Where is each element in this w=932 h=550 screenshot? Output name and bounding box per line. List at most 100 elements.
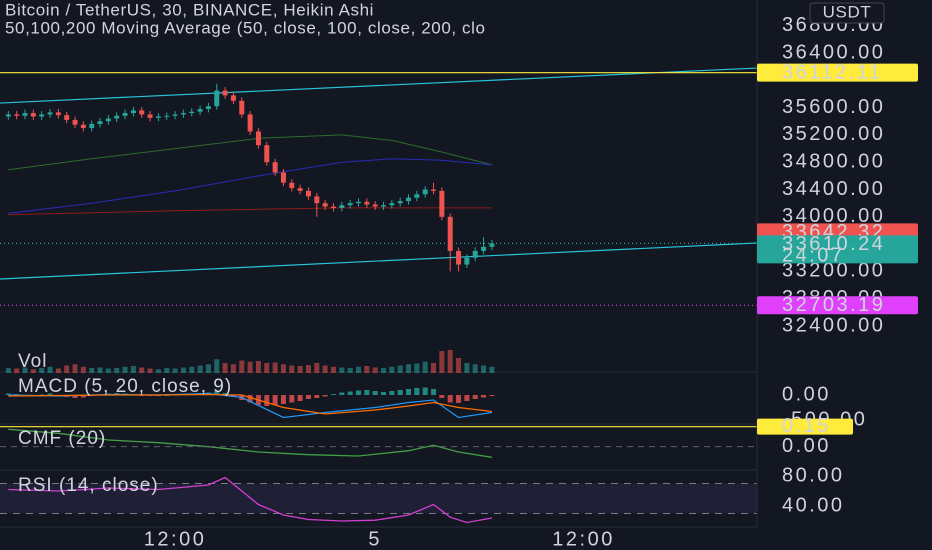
price-label-box bbox=[757, 235, 918, 264]
y-tick-label: 34400.00 bbox=[782, 178, 885, 200]
x-tick-label: 5 bbox=[368, 528, 382, 550]
histogram-bar bbox=[364, 390, 370, 395]
volume-bar bbox=[14, 368, 20, 373]
volume-bar bbox=[22, 367, 28, 373]
level-label: 0.15 bbox=[782, 415, 831, 437]
y-tick-label: 34800.00 bbox=[782, 150, 885, 172]
volume-bar bbox=[406, 364, 412, 373]
candle-body bbox=[447, 216, 453, 251]
histogram-bar bbox=[214, 391, 220, 395]
histogram-bar bbox=[456, 395, 462, 403]
volume-bar bbox=[214, 359, 220, 373]
volume-bar bbox=[105, 368, 111, 373]
volume-bar bbox=[247, 361, 253, 373]
candle-body bbox=[105, 118, 111, 122]
histogram-bar bbox=[272, 395, 278, 405]
volume-bar bbox=[130, 366, 136, 373]
volume-bar bbox=[272, 362, 278, 373]
volume-bar bbox=[222, 363, 228, 373]
x-tick-label: 12:00 bbox=[552, 528, 615, 550]
volume-bar bbox=[122, 366, 128, 373]
candle-body bbox=[272, 162, 278, 173]
volume-bar bbox=[456, 358, 462, 373]
candle-body bbox=[422, 189, 428, 195]
histogram-bar bbox=[305, 395, 311, 399]
pane-title: CMF (20) bbox=[18, 428, 106, 449]
candle-body bbox=[255, 131, 261, 146]
histogram-bar bbox=[439, 395, 445, 398]
y-tick-label: 35200.00 bbox=[782, 123, 885, 145]
y-tick-label: 0.00 bbox=[782, 435, 831, 457]
price-label: 33610.24 bbox=[782, 233, 885, 255]
y-tick-label: 40.00 bbox=[782, 494, 845, 516]
volume-bar bbox=[439, 351, 445, 373]
candle-body bbox=[39, 114, 45, 117]
candle-body bbox=[264, 145, 270, 163]
volume-bar bbox=[147, 368, 153, 373]
candle-body bbox=[5, 114, 11, 117]
chart-subtitle: 50,100,200 Moving Average (50, close, 10… bbox=[5, 18, 486, 37]
trend-line bbox=[0, 67, 758, 104]
indicator-line bbox=[8, 134, 493, 171]
volume-bar bbox=[347, 368, 353, 373]
volume-bar bbox=[372, 367, 378, 373]
histogram-bar bbox=[472, 395, 478, 399]
plot-area bbox=[0, 67, 758, 524]
candle-body bbox=[481, 246, 487, 251]
chart-title: Bitcoin / TetherUS, 30, BINANCE, Heikin … bbox=[5, 0, 374, 19]
histogram-bar bbox=[372, 391, 378, 395]
candle-body bbox=[397, 201, 403, 204]
volume-bar bbox=[289, 365, 295, 373]
currency-button[interactable] bbox=[809, 2, 885, 24]
y-tick-label: 80.00 bbox=[782, 464, 845, 486]
histogram-bar bbox=[381, 392, 387, 395]
y-tick-label: 33200.00 bbox=[782, 260, 885, 282]
indicator-line bbox=[8, 393, 492, 415]
indicator-line bbox=[8, 476, 493, 524]
candle-body bbox=[381, 205, 387, 207]
volume-bar bbox=[72, 364, 78, 373]
volume-bar bbox=[139, 367, 145, 373]
histogram-bar bbox=[464, 395, 470, 401]
candle-body bbox=[289, 182, 295, 189]
histogram-bar bbox=[297, 395, 303, 401]
candle-body bbox=[439, 190, 445, 217]
y-tick-label: 34000.00 bbox=[782, 205, 885, 227]
candle-body bbox=[155, 116, 161, 118]
volume-bar bbox=[155, 369, 161, 373]
y-tick-label: 35600.00 bbox=[782, 96, 885, 118]
candle-body bbox=[47, 112, 53, 115]
pane-title: MACD (5, 20, close, 9) bbox=[18, 376, 232, 397]
candle-body bbox=[89, 123, 95, 129]
volume-bar bbox=[431, 363, 437, 373]
candle-body bbox=[297, 188, 303, 191]
volume-bar bbox=[322, 365, 328, 373]
candle-body bbox=[464, 257, 470, 265]
volume-bar bbox=[339, 367, 345, 373]
histogram-bar bbox=[47, 393, 53, 395]
volume-bar bbox=[472, 364, 478, 373]
volume-bar bbox=[80, 366, 86, 373]
candle-body bbox=[172, 114, 178, 116]
volume-bar bbox=[397, 365, 403, 373]
volume-bar bbox=[389, 366, 395, 373]
candle-body bbox=[22, 113, 28, 116]
histogram-bar bbox=[339, 392, 345, 395]
pane-title: Vol bbox=[18, 351, 47, 372]
volume-bar bbox=[481, 365, 487, 373]
price-label: 32703.19 bbox=[782, 294, 885, 316]
volume-bar bbox=[230, 364, 236, 373]
volume-bar bbox=[5, 368, 11, 373]
volume-bar bbox=[164, 368, 170, 373]
volume-bar bbox=[97, 367, 103, 373]
histogram-bar bbox=[406, 389, 412, 395]
volume-bar bbox=[464, 363, 470, 373]
candle-body bbox=[147, 114, 153, 118]
candle-body bbox=[431, 189, 437, 191]
histogram-bar bbox=[289, 395, 295, 403]
histogram-bar bbox=[322, 395, 328, 397]
volume-bar bbox=[264, 363, 270, 373]
x-tick-label: 12:00 bbox=[144, 528, 207, 550]
histogram-bar bbox=[314, 395, 320, 398]
candle-body bbox=[330, 206, 336, 208]
